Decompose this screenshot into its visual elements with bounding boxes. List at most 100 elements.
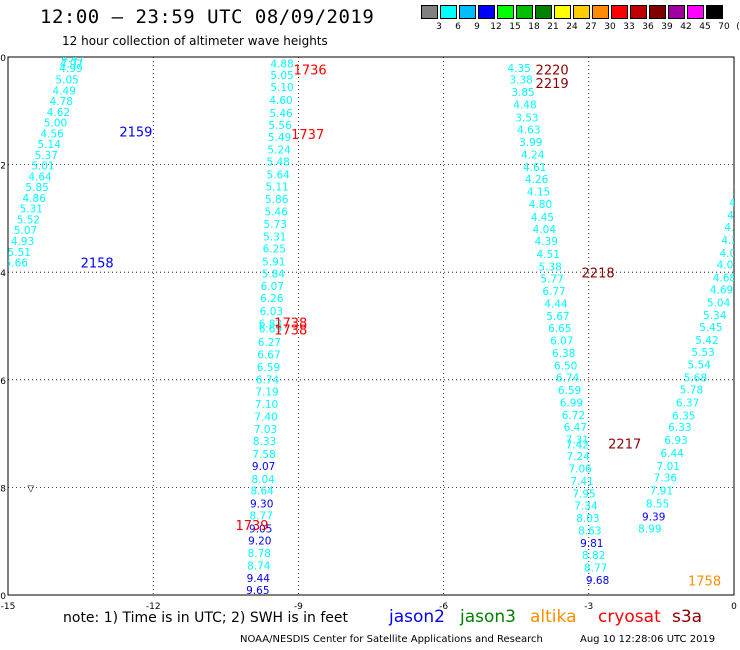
wave-height-value: 8.78 bbox=[248, 548, 271, 560]
wave-height-value: 5.45 bbox=[699, 322, 722, 334]
wave-height-value: 4.99 bbox=[59, 63, 82, 75]
wave-height-value: 8.64 bbox=[250, 486, 274, 498]
wave-height-value: 6.33 bbox=[668, 422, 691, 434]
wave-height-value: 5.52 bbox=[17, 214, 40, 226]
wave-height-value: 7.42 bbox=[566, 439, 589, 451]
wave-height-value: 3.85 bbox=[511, 87, 534, 99]
wave-height-value: 6.74 bbox=[256, 374, 280, 386]
wave-height-value: 6.27 bbox=[258, 337, 281, 349]
wave-height-value: 6.50 bbox=[554, 360, 577, 372]
wave-height-value: 4.44 bbox=[544, 298, 568, 310]
wave-height-value: 7.31 bbox=[566, 435, 589, 447]
wave-height-value: 4.62 bbox=[47, 107, 70, 119]
wave-height-value: 7.58 bbox=[252, 449, 275, 461]
wave-height-value: 4.60 bbox=[269, 95, 292, 107]
wave-height-value: 7.24 bbox=[567, 451, 591, 463]
wave-height-value: 4.09 bbox=[717, 260, 740, 272]
wave-height-value: 4.29 bbox=[727, 210, 740, 222]
wave-height-value: 8.74 bbox=[247, 560, 271, 572]
wave-height-value: 7.19 bbox=[255, 387, 278, 399]
wave-height-value: 5.78 bbox=[680, 384, 703, 396]
pass-time-label: 2158 bbox=[81, 257, 114, 272]
wave-height-value: 5.91 bbox=[262, 256, 285, 268]
pass-time-label: 1736 bbox=[294, 63, 327, 78]
color-scale-swatch bbox=[421, 5, 438, 19]
pass-time-label: 1758 bbox=[688, 575, 721, 590]
color-scale-swatch bbox=[516, 5, 533, 19]
color-scale-label: 30 bbox=[604, 22, 616, 32]
color-scale-swatch bbox=[611, 5, 628, 19]
wave-height-value: 5.07 bbox=[14, 225, 37, 237]
color-scale-swatch bbox=[535, 5, 552, 19]
wave-height-value: 5.34 bbox=[703, 310, 727, 322]
pass-time-label: 1738 bbox=[274, 316, 307, 331]
wave-height-value: 4.27 bbox=[724, 222, 740, 234]
wave-height-value: 6.07 bbox=[261, 281, 284, 293]
wave-height-value: 9.07 bbox=[252, 461, 275, 473]
wave-height-value: 4.78 bbox=[50, 96, 73, 108]
color-scale-label: 70 bbox=[718, 22, 730, 32]
color-scale-swatch bbox=[459, 5, 476, 19]
wave-height-value: 5.31 bbox=[20, 204, 43, 216]
wave-height-value: 4.56 bbox=[40, 128, 64, 140]
color-scale-swatch bbox=[649, 5, 666, 19]
wave-height-value: 6.25 bbox=[263, 244, 286, 256]
color-scale-swatch bbox=[630, 5, 647, 19]
pass-time-label: 2217 bbox=[608, 437, 641, 452]
wave-height-value: 4.45 bbox=[531, 212, 554, 224]
timestamp: Aug 10 12:28:06 UTC 2019 bbox=[580, 634, 716, 645]
wave-height-value: 6.38 bbox=[552, 348, 575, 360]
wave-height-value: 8.82 bbox=[582, 550, 605, 562]
y-tick-label: -2 bbox=[0, 162, 6, 172]
wave-height-value: 7.06 bbox=[568, 464, 592, 476]
wave-height-value: 5.64 bbox=[266, 169, 290, 181]
wave-height-value: 4.48 bbox=[513, 99, 536, 111]
map-subtitle: 12 hour collection of altimeter wave hei… bbox=[62, 34, 328, 48]
color-scale-swatch bbox=[478, 5, 495, 19]
wave-height-value: 6.59 bbox=[257, 362, 280, 374]
wave-height-value: 4.47 bbox=[61, 53, 84, 65]
wave-height-value: 5.04 bbox=[707, 297, 731, 309]
wave-height-value: 5.73 bbox=[264, 219, 287, 231]
color-scale-swatch bbox=[440, 5, 457, 19]
color-scale-swatch bbox=[687, 5, 704, 19]
color-scale-label: 15 bbox=[509, 22, 521, 32]
wave-height-value: 4.51 bbox=[537, 249, 560, 261]
wave-height-value: 6.07 bbox=[550, 336, 573, 348]
legend-jason3: jason3 bbox=[460, 607, 516, 627]
wave-height-value: 5.85 bbox=[25, 182, 48, 194]
wave-height-value: 4.0 bbox=[729, 197, 740, 209]
wave-height-value: 4.93 bbox=[11, 236, 34, 248]
y-tick-label: -6 bbox=[0, 377, 6, 387]
color-scale-swatch bbox=[592, 5, 609, 19]
wave-height-value: 5.84 bbox=[262, 268, 286, 280]
pass-time-label: 2219 bbox=[536, 77, 569, 92]
color-scale-swatch bbox=[706, 5, 723, 19]
wave-height-value: 6.69 bbox=[259, 324, 282, 336]
wave-height-value: 6.77 bbox=[542, 286, 565, 298]
pass-time-label: 2218 bbox=[582, 266, 615, 281]
wave-height-value: 4.64 bbox=[28, 171, 52, 183]
wave-height-value: 4.29 bbox=[721, 235, 740, 247]
wave-height-value: 9.68 bbox=[586, 575, 609, 587]
color-scale-label: 9 bbox=[474, 22, 480, 32]
wave-height-value: 8.99 bbox=[638, 523, 661, 535]
wave-height-value: 6.83 bbox=[259, 318, 282, 330]
wave-height-value: 6.44 bbox=[660, 448, 684, 460]
color-scale-label: 3 bbox=[436, 22, 442, 32]
x-tick-label: -15 bbox=[1, 602, 16, 612]
pass-time-label: 1737 bbox=[291, 128, 324, 143]
wave-height-value: 6.74 bbox=[556, 373, 580, 385]
pass-time-label: 1739 bbox=[235, 519, 268, 534]
wave-height-value: 4.86 bbox=[23, 193, 47, 205]
wave-height-value: 5.46 bbox=[265, 206, 289, 218]
wave-height-value: 8.03 bbox=[576, 513, 599, 525]
wave-height-value: 7.95 bbox=[572, 488, 595, 500]
wave-height-value: 6.35 bbox=[672, 410, 695, 422]
observations: 4.474.974.995.054.494.784.625.004.565.14… bbox=[8, 53, 740, 595]
wave-height-value: 3.53 bbox=[515, 112, 538, 124]
wave-height-value: 9.20 bbox=[248, 536, 271, 548]
wave-height-value: 5.24 bbox=[267, 145, 291, 157]
y-tick-label: 0 bbox=[0, 54, 6, 64]
color-scale-unit: (ft) bbox=[736, 22, 740, 32]
